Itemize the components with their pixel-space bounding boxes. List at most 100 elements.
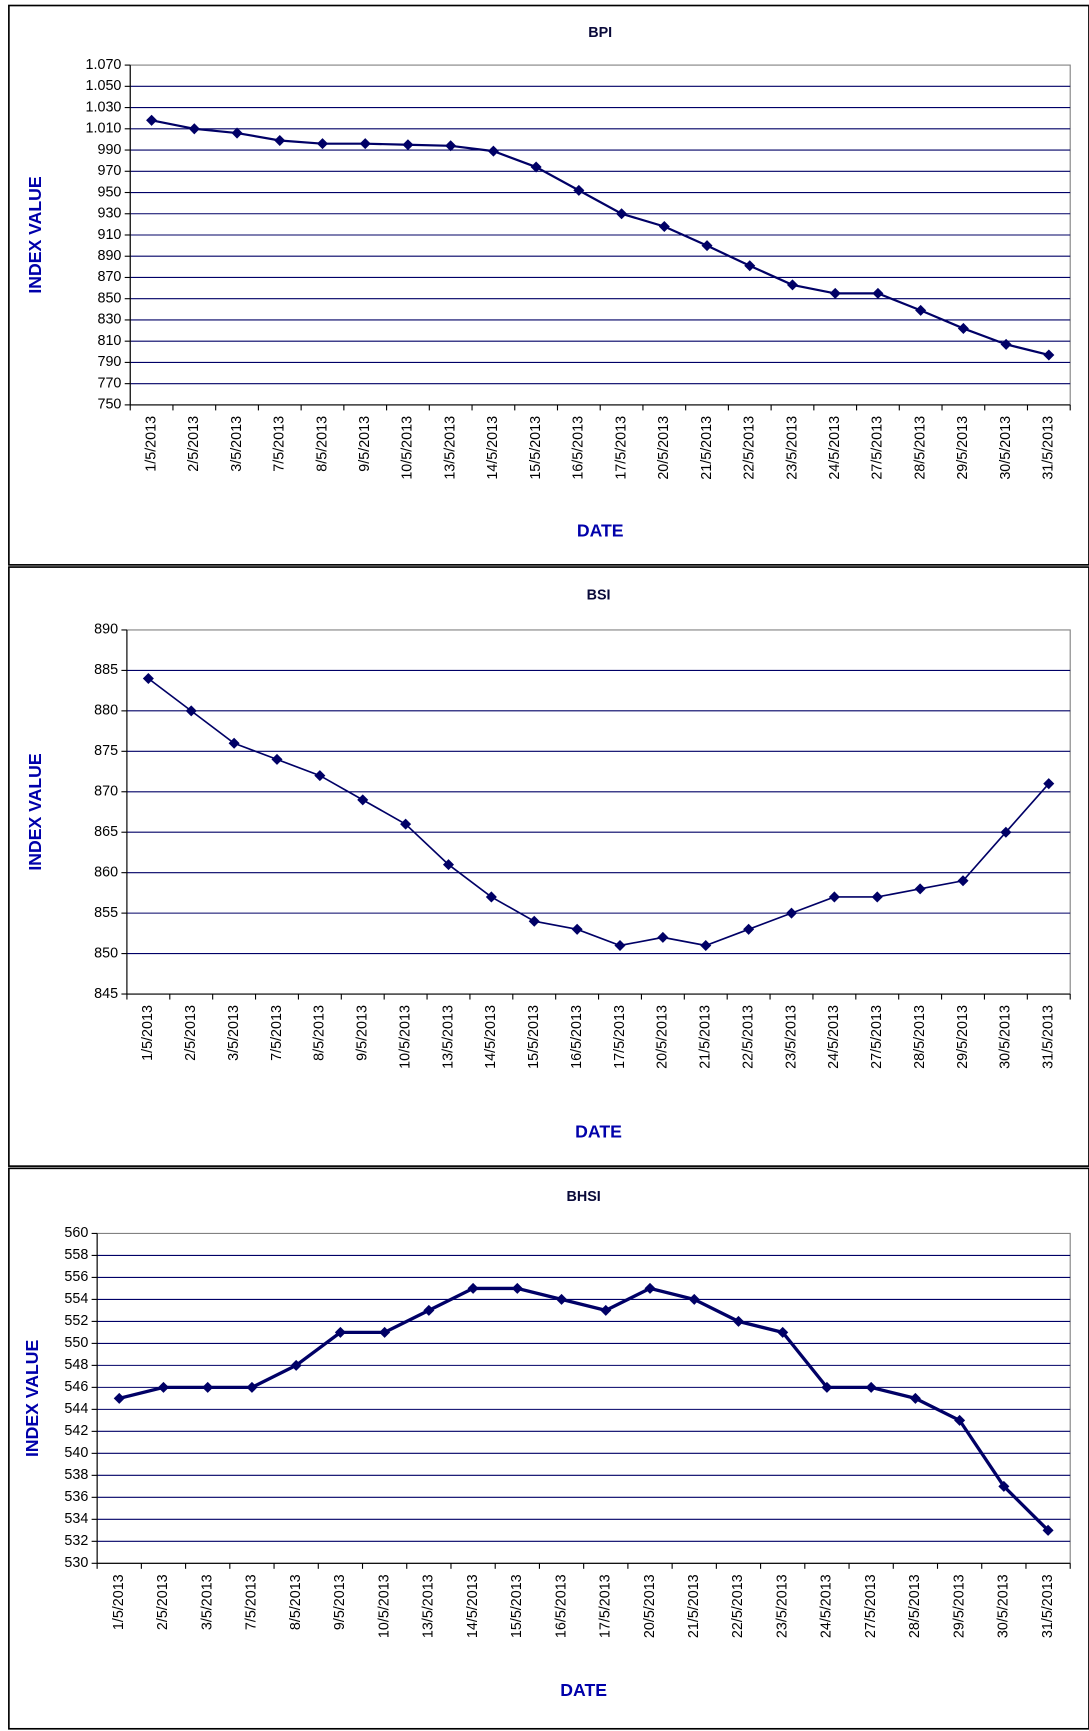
data-point [157,1381,169,1393]
y-tick-label: 534 [64,1511,88,1527]
x-tick-label: 28/5/2013 [912,1005,928,1069]
data-point [786,279,798,291]
x-tick-label: 2/5/2013 [186,416,202,472]
x-tick-label: 23/5/2013 [774,1574,790,1638]
data-point [1043,778,1055,790]
data-point [829,287,841,299]
data-point [113,1392,125,1404]
x-axis-label: DATE [560,1680,607,1700]
x-tick-label: 27/5/2013 [863,1574,879,1638]
data-point [644,1282,656,1294]
x-tick-label: 3/5/2013 [226,1005,242,1061]
data-point [744,260,756,272]
data-line [151,119,1050,357]
x-tick-label: 27/5/2013 [869,1005,885,1069]
x-tick-label: 1/5/2013 [111,1574,127,1630]
x-tick-label: 24/5/2013 [826,1005,842,1069]
x-tick-label: 8/5/2013 [312,1005,328,1061]
x-tick-label: 7/5/2013 [272,416,288,472]
data-point [246,1381,258,1393]
y-tick-label: 810 [97,333,121,349]
x-tick-label: 22/5/2013 [742,416,758,480]
x-tick-label: 14/5/2013 [485,416,501,480]
x-tick-label: 21/5/2013 [699,416,715,480]
x-tick-label: 14/5/2013 [483,1005,499,1069]
x-tick-label: 9/5/2013 [332,1574,348,1630]
x-tick-label: 30/5/2013 [998,416,1014,480]
data-point [688,1293,700,1305]
plot-area [126,629,1071,995]
y-tick-label: 865 [94,824,118,840]
data-point [909,1392,921,1404]
y-tick-label: 546 [64,1379,88,1395]
y-tick-label: 1.010 [86,121,122,137]
y-tick-label: 850 [97,290,121,306]
data-point [467,1282,479,1294]
data-point [828,891,840,903]
x-tick-label: 22/5/2013 [730,1574,746,1638]
data-point [202,1381,214,1393]
data-line [118,1286,1050,1532]
data-point [865,1381,877,1393]
x-tick-label: 13/5/2013 [440,1005,456,1069]
y-tick-label: 910 [97,227,121,243]
data-point [379,1326,391,1338]
x-tick-label: 10/5/2013 [376,1574,392,1638]
y-tick-label: 950 [97,184,121,200]
x-tick-label: 7/5/2013 [269,1005,285,1061]
x-tick-label: 10/5/2013 [400,416,416,480]
x-tick-label: 24/5/2013 [819,1574,835,1638]
data-point [871,891,883,903]
data-point [1042,1524,1054,1536]
x-tick-label: 2/5/2013 [183,1005,199,1061]
x-tick-label: 21/5/2013 [698,1005,714,1069]
data-point [872,287,884,299]
x-tick-label: 3/5/2013 [199,1574,215,1630]
y-tick-label: 548 [64,1357,88,1373]
x-tick-label: 17/5/2013 [612,1005,628,1069]
x-tick-label: 1/5/2013 [143,416,159,472]
data-point [316,138,329,150]
data-point [998,1480,1010,1492]
x-tick-label: 20/5/2013 [656,416,672,480]
x-tick-label: 8/5/2013 [314,416,330,472]
x-tick-label: 16/5/2013 [571,416,587,480]
x-tick-label: 31/5/2013 [1041,416,1057,480]
x-tick-label: 23/5/2013 [784,416,800,480]
x-tick-label: 28/5/2013 [907,1574,923,1638]
x-tick-label: 22/5/2013 [740,1005,756,1069]
data-point [571,923,583,935]
data-point [142,672,154,685]
y-axis-label: INDEX VALUE [25,176,45,294]
data-point [700,939,712,952]
x-axis-label: DATE [577,520,624,540]
y-tick-label: 558 [64,1247,88,1263]
x-tick-label: 15/5/2013 [526,1005,542,1069]
data-point [777,1326,789,1338]
x-tick-label: 13/5/2013 [442,416,458,480]
x-tick-label: 27/5/2013 [870,416,886,480]
y-tick-label: 850 [94,945,118,961]
y-axis-label: INDEX VALUE [25,753,45,871]
y-tick-label: 1.070 [86,57,122,73]
y-tick-label: 556 [64,1269,88,1285]
data-point [614,939,626,952]
x-tick-label: 14/5/2013 [465,1574,481,1638]
x-tick-label: 20/5/2013 [655,1005,671,1069]
chart-title: BPI [588,25,612,41]
x-tick-label: 29/5/2013 [955,416,971,480]
x-tick-label: 16/5/2013 [553,1574,569,1638]
y-tick-label: 532 [64,1533,88,1549]
data-point [290,1359,302,1371]
x-tick-label: 24/5/2013 [827,416,843,480]
data-point [400,818,412,830]
x-tick-label: 2/5/2013 [155,1574,171,1630]
x-tick-label: 30/5/2013 [998,1005,1014,1069]
y-axis-label: INDEX VALUE [22,1339,42,1457]
y-tick-label: 536 [64,1489,88,1505]
y-tick-label: 770 [97,375,121,391]
data-point [228,737,240,749]
data-point [485,891,497,903]
data-point [146,114,158,126]
